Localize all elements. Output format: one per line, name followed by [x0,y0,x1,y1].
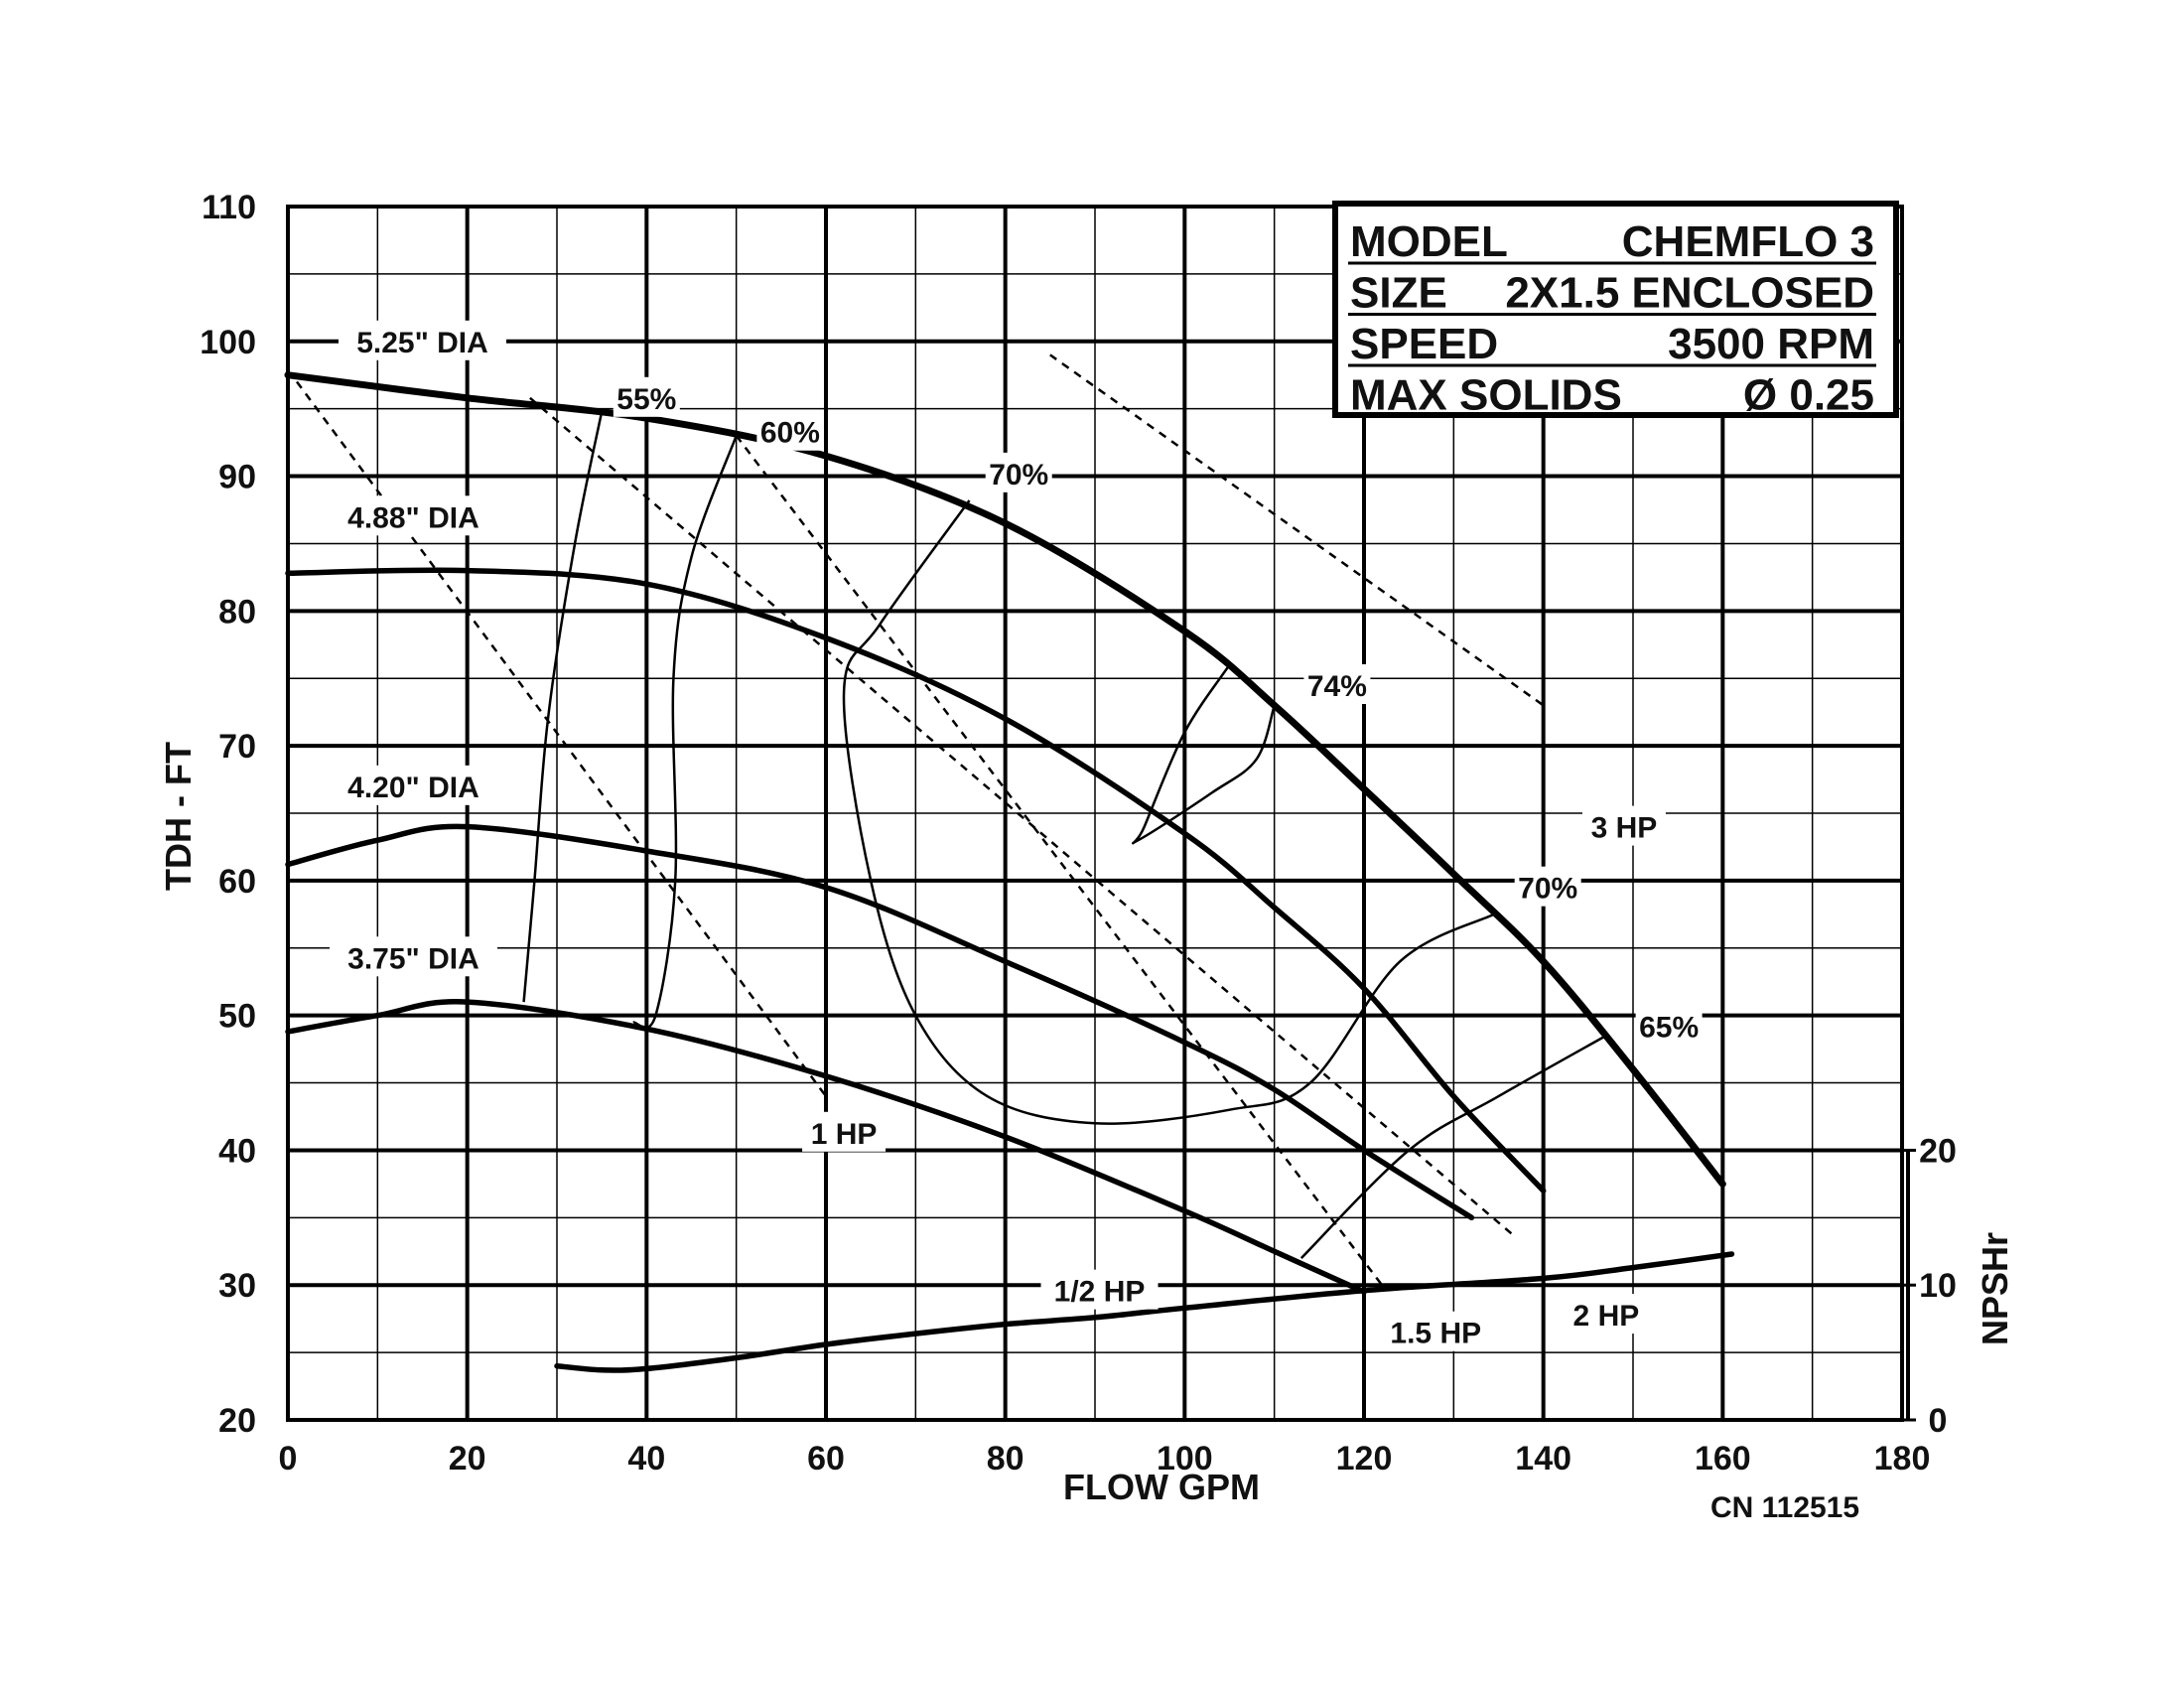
x-tick-label: 60 [807,1440,845,1477]
curve-label-3-hp: 3 HP [1591,812,1658,845]
curve-label-70: 70% [989,459,1048,492]
impeller-curve-5-25-dia [284,371,1726,1188]
curve-label-1-5-hp: 1.5 HP [1390,1318,1481,1350]
npshr-tick-label: 0 [1929,1402,1948,1440]
y-tick-label: 70 [218,728,256,766]
efficiency-curve-65 [1299,1034,1607,1259]
curve-label-bg [1581,805,1666,846]
curve-label-2-hp: 2 HP [1573,1300,1640,1333]
curve-label-bg [1303,664,1371,705]
efficiency-curve-60 [632,435,738,1030]
y-tick-label: 50 [218,998,256,1036]
npshr-tick-label: 10 [1919,1267,1957,1305]
curve-label-65: 65% [1639,1012,1699,1045]
curve-label-bg [1514,866,1581,907]
info-label-size: SIZE [1350,269,1447,318]
footnote-code: CN 112515 [1710,1491,1859,1524]
x-tick-label: 100 [1157,1440,1213,1477]
curve-label-bg [339,320,506,360]
x-tick-label: 80 [987,1440,1024,1477]
curve-label-bg [329,765,497,805]
curve-label-bg [1040,1269,1159,1310]
npshr-tick-label: 20 [1919,1132,1957,1170]
y-axis-title: TDH - FT [158,742,199,891]
curve-label-bg [985,452,1052,492]
impeller-curve-4-88-dia [285,567,1547,1194]
info-label-max-solids: MAX SOLIDS [1350,371,1622,420]
y-tick-label: 90 [218,459,256,496]
impeller-curve-4-20-dia [285,823,1475,1221]
y-tick-label: 110 [202,189,256,226]
info-label-model: MODEL [1350,217,1508,266]
curve-label-bg [1635,1005,1703,1046]
info-value-model: CHEMFLO 3 [1622,217,1874,266]
efficiency-curve-70 [842,499,1495,1125]
impeller-curves [284,371,1726,1295]
curve-label-4-88-dia: 4.88" DIA [347,501,479,534]
y-tick-label: 60 [218,863,256,901]
power-lines [295,353,1545,1286]
info-value-size: 2X1.5 ENCLOSED [1505,269,1874,318]
curve-label-4-20-dia: 4.20" DIA [347,772,479,804]
info-label-speed: SPEED [1350,320,1498,368]
curve-label-bg [1377,1311,1495,1351]
power-line-2-hp [529,396,1518,1239]
y-tick-label: 40 [218,1132,256,1170]
power-line-1-hp [295,380,828,1097]
curve-label-5-25-dia: 5.25" DIA [356,327,488,359]
impeller-curve-3-75-dia [285,999,1367,1295]
curve-label-1-2-hp: 1/2 HP [1054,1276,1146,1309]
curve-label-74: 74% [1307,670,1367,703]
curve-label-bg [756,410,824,451]
power-line-1-5-hp [735,435,1384,1286]
curve-label-bg [1564,1294,1648,1335]
x-axis-ticks: 0 20 40 60 80 100 120 140 160 180 [279,1440,1931,1477]
x-tick-label: 40 [627,1440,665,1477]
x-tick-label: 160 [1695,1440,1751,1477]
curve-label-bg [329,495,497,536]
y2-axis-title: NPSHr [1975,1232,2015,1345]
curve-label-60: 60% [760,417,820,450]
y-axis-ticks: 20 30 40 50 60 70 80 90 100 110 [200,189,256,1440]
curve-label-70: 70% [1518,873,1577,906]
x-tick-label: 140 [1515,1440,1571,1477]
y-tick-label: 100 [200,324,256,361]
x-axis-title: FLOW GPM [1063,1467,1260,1507]
x-tick-label: 20 [449,1440,486,1477]
power-line-3-hp [1049,353,1545,707]
plot-frame [286,205,1904,1422]
npshr-curve [554,1251,1735,1373]
info-value-speed: 3500 RPM [1668,320,1874,368]
y-tick-label: 30 [218,1267,256,1305]
x-tick-label: 120 [1336,1440,1393,1477]
efficiency-curve-55 [522,411,604,1003]
curve-label-bg [802,1111,887,1152]
curve-label-1-hp: 1 HP [811,1118,878,1151]
npshr-axis: 0 10 20 [1902,1132,1957,1440]
npshr-curve-line [554,1251,1735,1373]
efficiency-curve-74 [1132,663,1276,845]
curve-label-55: 55% [616,383,676,416]
curve-label-bg [329,936,497,977]
curve-labels: 5.25" DIA 4.88" DIA 4.20" DIA 3.75" DIA 55% 6… [329,320,1703,1351]
x-tick-label: 180 [1874,1440,1931,1477]
curve-label-3-75-dia: 3.75" DIA [347,942,479,975]
y-tick-label: 80 [218,593,256,631]
y-tick-label: 20 [218,1402,256,1440]
info-value-max-solids: Ø 0.25 [1743,371,1874,420]
x-tick-label: 0 [279,1440,298,1477]
curve-label-bg [613,376,680,417]
efficiency-curves [522,411,1607,1259]
